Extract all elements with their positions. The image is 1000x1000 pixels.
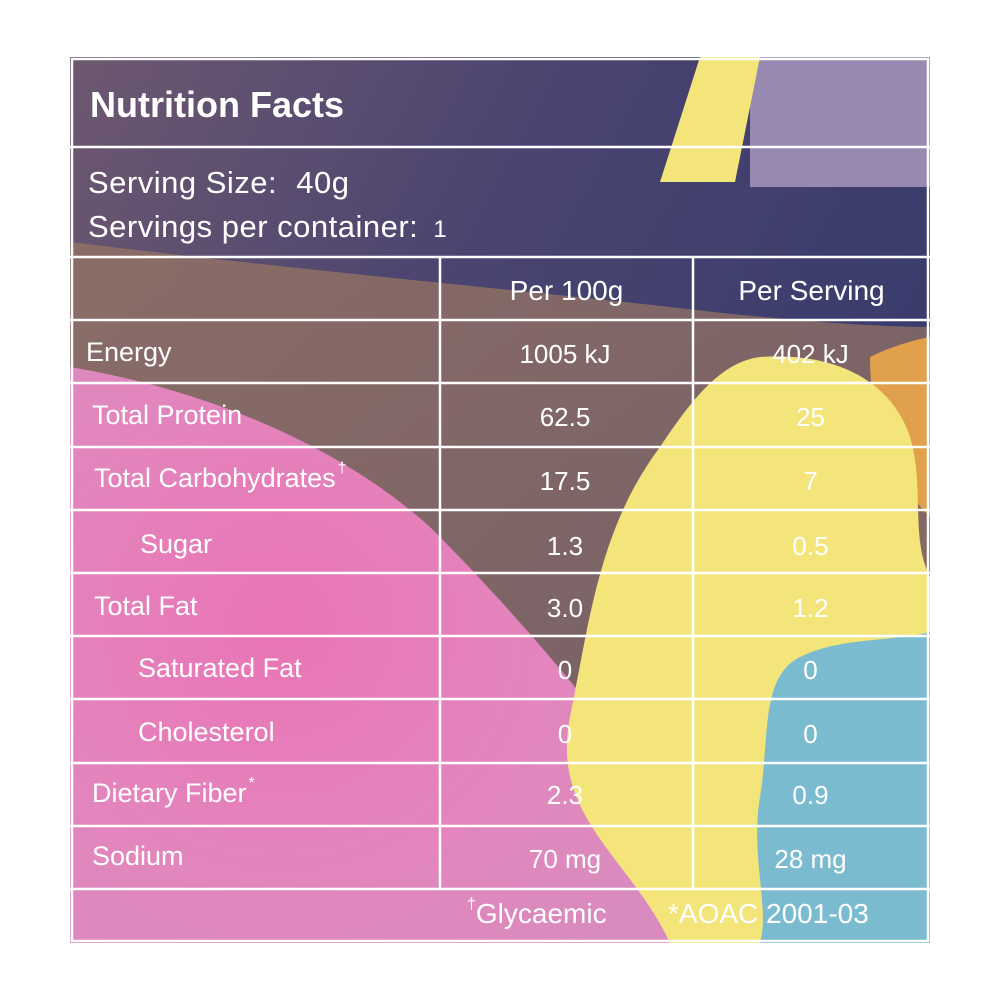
- row-value-per-serving-energy: 402 kJ: [772, 339, 849, 369]
- bg-blue-blob: [757, 632, 930, 943]
- footnote-glycaemic: †Glycaemic: [465, 896, 607, 929]
- row-value-per-serving-saturated-fat: 0: [803, 655, 818, 685]
- row-value-per-100g-energy: 1005 kJ: [519, 339, 611, 369]
- row-label-saturated-fat: Saturated Fat: [138, 653, 302, 683]
- footnote-glycaemic-text: Glycaemic: [475, 898, 607, 929]
- row-value-per-100g-total-fat: 3.0: [546, 593, 584, 623]
- row-value-per-100g-saturated-fat: 0: [557, 655, 573, 685]
- bg-lavender-block: [750, 57, 930, 187]
- dagger-mark: †: [467, 895, 476, 913]
- bg-yellow-slab: [660, 57, 760, 182]
- row-value-per-serving-cholesterol: 0: [803, 719, 818, 749]
- column-header-per-100g: Per 100g: [509, 275, 624, 306]
- servings-per-container-value: 1: [433, 216, 448, 243]
- panel-title: Nutrition Facts: [90, 84, 345, 125]
- row-value-per-serving-total-fat: 1.2: [792, 593, 829, 623]
- nutrition-facts-panel: Nutrition Facts Serving Size: 40g Servin…: [70, 57, 930, 943]
- footnote-aoac: *AOAC 2001-03: [668, 898, 869, 929]
- row-label-total-fat: Total Fat: [94, 591, 198, 621]
- row-label-dietary-fiber: Dietary Fiber *: [92, 776, 255, 808]
- row-label-total-carbohydrates: Total Carbohydrates †: [94, 461, 347, 493]
- serving-size-line: Serving Size: 40g: [88, 167, 350, 198]
- row-value-per-100g-sugar: 1.3: [546, 531, 584, 561]
- row-value-per-serving-total-protein: 25: [796, 402, 825, 432]
- servings-per-container-label: Servings per container:: [88, 209, 419, 244]
- servings-per-container-line: Servings per container: 1: [88, 211, 447, 242]
- row-value-per-100g-sodium: 70 mg: [528, 844, 602, 874]
- asterisk-mark: *: [248, 775, 255, 792]
- row-label-energy: Energy: [86, 337, 172, 367]
- row-label-total-protein: Total Protein: [92, 400, 243, 430]
- row-label-cholesterol: Cholesterol: [138, 717, 275, 747]
- row-value-per-100g-total-carbohydrates: 17.5: [539, 466, 591, 496]
- row-value-per-serving-sugar: 0.5: [792, 531, 829, 561]
- row-value-per-100g-dietary-fiber: 2.3: [546, 780, 584, 810]
- row-value-per-serving-dietary-fiber: 0.9: [792, 780, 829, 810]
- row-value-per-serving-total-carbohydrates: 7: [803, 466, 818, 496]
- row-label-sugar: Sugar: [140, 529, 213, 559]
- row-value-per-100g-total-protein: 62.5: [539, 402, 591, 432]
- row-label-sodium: Sodium: [92, 841, 184, 871]
- serving-size-value: 40g: [296, 165, 350, 200]
- row-value-per-serving-sodium: 28 mg: [774, 844, 847, 874]
- table-grid: [70, 57, 930, 943]
- row-label-text: Dietary Fiber: [92, 778, 247, 808]
- column-header-per-serving: Per Serving: [738, 275, 885, 306]
- serving-size-label: Serving Size:: [88, 165, 278, 200]
- row-label-text: Total Carbohydrates: [94, 463, 336, 493]
- dagger-mark: †: [337, 460, 347, 477]
- row-value-per-100g-cholesterol: 0: [557, 719, 573, 749]
